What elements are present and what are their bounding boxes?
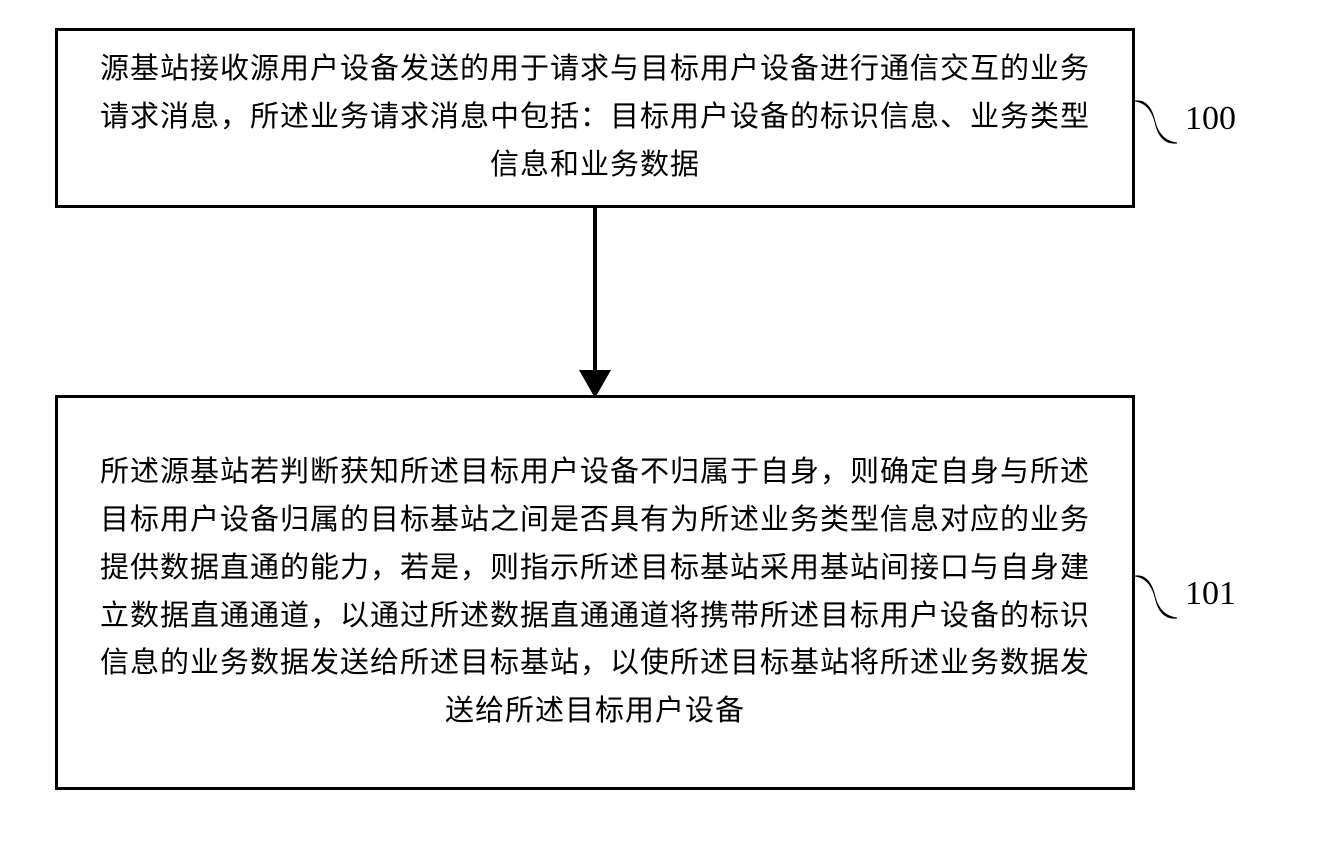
node-101-label: 101	[1185, 575, 1236, 613]
flowchart-arrow	[590, 208, 600, 395]
arrow-line	[593, 208, 597, 378]
node-101-text: 所述源基站若判断获知所述目标用户设备不归属于自身，则确定自身与所述目标用户设备归…	[86, 449, 1104, 736]
connector-curve-100	[1135, 95, 1190, 150]
node-100-text: 源基站接收源用户设备发送的用于请求与目标用户设备进行通信交互的业务请求消息，所述…	[86, 46, 1104, 190]
node-100-label: 100	[1185, 100, 1236, 138]
arrow-head-icon	[579, 370, 611, 398]
flowchart-node-101: 所述源基站若判断获知所述目标用户设备不归属于自身，则确定自身与所述目标用户设备归…	[55, 395, 1135, 790]
flowchart-container: 源基站接收源用户设备发送的用于请求与目标用户设备进行通信交互的业务请求消息，所述…	[0, 0, 1325, 860]
connector-curve-101	[1135, 570, 1190, 625]
flowchart-node-100: 源基站接收源用户设备发送的用于请求与目标用户设备进行通信交互的业务请求消息，所述…	[55, 28, 1135, 208]
